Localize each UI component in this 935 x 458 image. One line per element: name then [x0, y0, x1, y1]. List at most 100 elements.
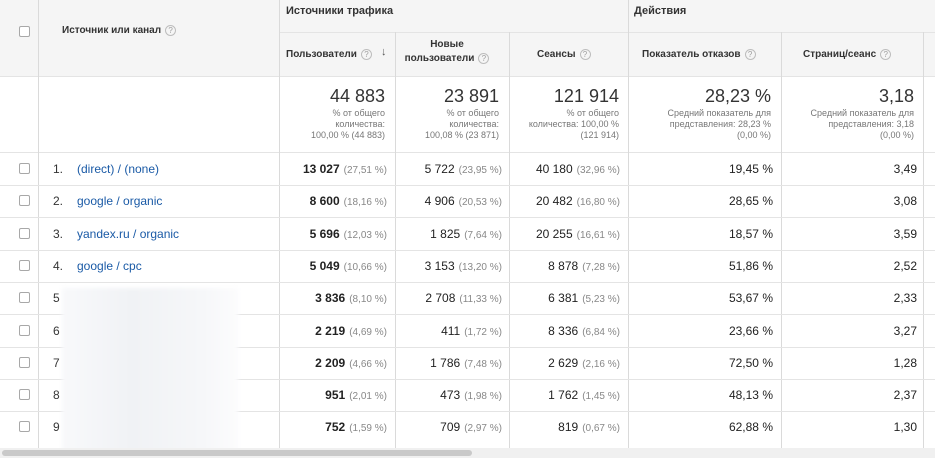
sessions-percent: (5,23 %): [582, 294, 620, 305]
users-value: 5 049: [309, 259, 340, 273]
new-users-value: 2 708: [425, 291, 456, 305]
help-icon[interactable]: ?: [478, 52, 490, 64]
bounce-rate-column-header[interactable]: Показатель отказов?: [642, 48, 756, 62]
sessions-cell: 1 762 (1,45 %): [512, 388, 620, 402]
sessions-percent: (1,45 %): [582, 391, 620, 402]
users-value: 2 219: [315, 324, 346, 338]
new-users-value: 411: [441, 324, 461, 338]
total-users: 44 883: [329, 86, 385, 106]
row-checkbox[interactable]: [19, 195, 30, 206]
users-percent: (1,59 %): [349, 423, 387, 434]
help-icon[interactable]: ?: [880, 48, 892, 60]
sort-desc-icon[interactable]: ↓: [381, 46, 387, 58]
row-checkbox[interactable]: [19, 357, 30, 368]
users-cell: 5 049 (10,66 %): [282, 259, 387, 273]
total-pages-per-session: 3,18: [878, 86, 914, 106]
total-note-line: 100,08 % (23 871): [424, 130, 499, 140]
row-divider: [0, 379, 935, 380]
bounce-rate-cell: 18,57 %: [728, 227, 773, 241]
table-row[interactable]: 7 2 209 (4,66 %) 1 786 (7,48 %) 2 629 (2,16 %)…: [0, 347, 935, 379]
bounce-rate-cell: 72,50 %: [728, 356, 773, 370]
new-users-percent: (7,48 %): [464, 359, 502, 370]
sessions-percent: (0,67 %): [582, 423, 620, 434]
total-users-note: % от общего количества: 100,00 % (44 883…: [282, 108, 385, 141]
users-percent: (4,66 %): [349, 359, 387, 370]
row-checkbox[interactable]: [19, 292, 30, 303]
new-users-percent: (11,33 %): [459, 294, 502, 305]
total-note-line: Средний показатель для: [667, 108, 772, 118]
new-users-column-header[interactable]: Новые пользователи?: [404, 38, 490, 66]
row-checkbox[interactable]: [19, 325, 30, 336]
users-cell: 752 (1,59 %): [282, 420, 387, 434]
table-row[interactable]: 3. yandex.ru / organic 5 696 (12,03 %) 1 825…: [0, 218, 935, 250]
sessions-cell: 2 629 (2,16 %): [512, 356, 620, 370]
help-icon[interactable]: ?: [579, 48, 591, 60]
bounce-rate-cell: 28,65 %: [728, 194, 773, 208]
col-divider: [395, 32, 396, 448]
sessions-percent: (32,96 %): [576, 165, 620, 176]
select-all-checkbox[interactable]: [19, 26, 30, 37]
row-divider: [0, 411, 935, 412]
col-divider: [279, 0, 280, 448]
help-icon[interactable]: ?: [744, 48, 756, 60]
table-row[interactable]: 4. google / cpc 5 049 (10,66 %) 3 153 (13,20 …: [0, 250, 935, 282]
row-index: 5: [53, 291, 60, 305]
sessions-value: 6 381: [548, 291, 579, 305]
table-row[interactable]: 5 3 836 (8,10 %) 2 708 (11,33 %) 6 381 (5,23 %…: [0, 282, 935, 314]
total-bounce-rate-note: Средний показатель для представления: 28…: [631, 108, 772, 141]
pages-per-session-column-header[interactable]: Страниц/сеанс?: [803, 48, 892, 62]
bounce-rate-cell: 62,88 %: [728, 420, 773, 434]
users-column-header[interactable]: Пользователи?: [286, 48, 372, 62]
group-actions: Действия: [634, 5, 687, 17]
users-cell: 13 027 (27,51 %): [282, 162, 387, 176]
new-users-percent: (23,95 %): [458, 165, 502, 176]
users-value: 8 600: [309, 194, 340, 208]
table-row[interactable]: 2. google / organic 8 600 (18,16 %) 4 906 (20…: [0, 185, 935, 217]
row-checkbox[interactable]: [19, 228, 30, 239]
new-users-label-line2: пользователи: [404, 53, 475, 64]
row-checkbox[interactable]: [19, 421, 30, 432]
row-checkbox[interactable]: [19, 260, 30, 271]
row-checkbox[interactable]: [19, 163, 30, 174]
total-note-line: количества: 100,00 %: [528, 119, 619, 129]
new-users-cell: 5 722 (23,95 %): [398, 162, 502, 176]
help-icon[interactable]: ?: [360, 48, 372, 60]
total-sessions-note: % от общего количества: 100,00 % (121 91…: [505, 108, 619, 141]
source-link[interactable]: yandex.ru / organic: [77, 227, 180, 241]
users-percent: (10,66 %): [343, 262, 387, 273]
source-column-header[interactable]: Источник или канал?: [62, 24, 177, 38]
scrollbar-thumb[interactable]: [2, 450, 472, 456]
users-value: 13 027: [302, 162, 340, 176]
row-index: 2.: [53, 194, 64, 208]
table-row[interactable]: 1. (direct) / (none) 13 027 (27,51 %) 5 722(…: [0, 153, 935, 185]
col-divider: [509, 32, 510, 448]
help-icon[interactable]: ?: [165, 24, 177, 36]
bounce-rate-cell: 51,86 %: [728, 259, 773, 273]
table-row[interactable]: 9 752 (1,59 %) 709 (2,97 %) 819 (0,67 %) 62,88 …: [0, 411, 935, 443]
redacted-sources: [62, 288, 238, 458]
sessions-percent: (16,61 %): [576, 230, 620, 241]
table-row[interactable]: 8 951 (2,01 %) 473 (1,98 %) 1 762 (1,45 %) 48,1…: [0, 379, 935, 411]
new-users-percent: (1,72 %): [464, 327, 502, 338]
col-divider: [923, 32, 924, 448]
total-bounce-rate: 28,23 %: [704, 86, 771, 106]
new-users-cell: 1 786 (7,48 %): [398, 356, 502, 370]
sessions-cell: 20 482 (16,80 %): [512, 194, 620, 208]
source-link[interactable]: google / cpc: [77, 259, 142, 273]
table-row[interactable]: 6 2 219 (4,69 %) 411 (1,72 %) 8 336 (6,84 %) 23…: [0, 315, 935, 347]
users-value: 3 836: [315, 291, 346, 305]
sessions-value: 20 255: [535, 227, 573, 241]
users-value: 951: [325, 388, 346, 402]
row-checkbox[interactable]: [19, 389, 30, 400]
bounce-rate-cell: 53,67 %: [728, 291, 773, 305]
row-index: 1.: [53, 162, 64, 176]
users-cell: 2 209 (4,66 %): [282, 356, 387, 370]
source-link[interactable]: google / organic: [77, 194, 163, 208]
source-link[interactable]: (direct) / (none): [77, 162, 160, 176]
pages-per-session-cell: 3,49: [893, 162, 917, 176]
pages-per-session-cell: 1,28: [893, 356, 917, 370]
sessions-column-header[interactable]: Сеансы?: [537, 48, 591, 62]
users-percent: (8,10 %): [349, 294, 387, 305]
total-note-line: 100,00 % (44 883): [310, 130, 385, 140]
users-cell: 951 (2,01 %): [282, 388, 387, 402]
